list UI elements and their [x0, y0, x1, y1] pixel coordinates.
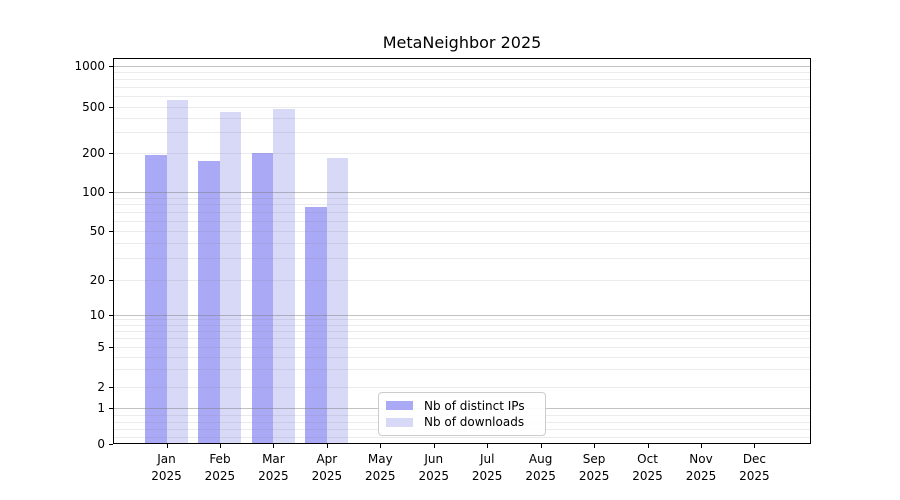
gridline-minor [114, 356, 810, 358]
bar-distinct-ips-apr [305, 207, 327, 444]
x-tick [701, 444, 702, 448]
gridline-minor [114, 117, 810, 119]
y-tick-label: 1 [97, 400, 105, 415]
y-tick [109, 66, 113, 67]
x-tick-label-may: May 2025 [365, 452, 396, 483]
gridline-minor [114, 204, 810, 206]
gridline-major [114, 66, 810, 67]
y-tick-label: 5 [97, 340, 105, 354]
x-tick-label-sep: Sep 2025 [578, 452, 610, 483]
x-tick [380, 444, 382, 448]
x-tick-label-apr: Apr 2025 [311, 452, 343, 483]
y-tick [109, 231, 113, 232]
legend-swatch-distinct-ips [386, 401, 413, 411]
gridline-minor [114, 347, 810, 348]
x-tick [754, 444, 756, 448]
x-tick [219, 444, 221, 448]
x-tick-label-nov: Nov 2025 [685, 452, 717, 483]
gridline-major [114, 314, 810, 316]
bar-downloads-apr [326, 158, 349, 444]
x-tick-label-dec: Dec 2025 [739, 452, 770, 483]
x-tick [594, 444, 596, 448]
gridline-minor [114, 324, 810, 326]
y-tick [109, 279, 113, 281]
gridline-minor [114, 86, 810, 88]
y-tick [109, 387, 113, 388]
y-tick-label: 20 [89, 272, 105, 287]
gridline-minor [114, 436, 810, 438]
gridline-minor [114, 72, 810, 74]
x-tick-label-jan: Jan 2025 [151, 452, 182, 483]
bar-distinct-ips-mar [251, 152, 274, 444]
y-tick [109, 314, 113, 316]
gridline-minor [114, 279, 810, 281]
chart-title: MetaNeighbor 2025 [382, 33, 542, 52]
y-tick-label: 0 [97, 437, 105, 451]
x-tick-label-aug: Aug 2025 [525, 452, 556, 483]
gridline-minor [114, 132, 810, 134]
x-tick [433, 444, 435, 448]
gridline-major [114, 191, 810, 193]
gridline-minor [114, 197, 810, 199]
x-tick-label-jun: Jun 2025 [418, 452, 450, 483]
gridline-minor [114, 387, 810, 388]
bar-downloads-feb [219, 112, 242, 444]
y-tick [109, 106, 113, 108]
legend-label-distinct-ips: Nb of distinct IPs [424, 398, 525, 413]
gridline-minor [114, 338, 810, 340]
x-tick-label-mar: Mar 2025 [258, 452, 289, 483]
gridline-minor [114, 211, 810, 213]
y-tick [109, 407, 113, 409]
bar-distinct-ips-feb [198, 160, 220, 444]
legend: Nb of distinct IPs Nb of downloads [378, 392, 546, 436]
legend-item-downloads: Nb of downloads [386, 415, 537, 429]
x-tick [326, 444, 328, 448]
x-tick [540, 444, 542, 448]
gridline-minor [114, 242, 810, 244]
legend-label-downloads: Nb of downloads [424, 415, 525, 430]
y-tick [109, 444, 113, 445]
gridline-minor [114, 319, 810, 321]
y-tick-label: 500 [82, 99, 105, 114]
gridline-minor [114, 220, 810, 222]
gridline-minor [114, 331, 810, 333]
y-tick [109, 191, 113, 193]
gridline-minor [114, 95, 810, 97]
x-tick [647, 444, 649, 448]
y-tick [109, 347, 113, 348]
gridline-minor [114, 79, 810, 81]
gridline-minor [114, 369, 810, 371]
x-tick [487, 444, 489, 448]
y-tick-label: 1000 [74, 59, 105, 73]
gridline-minor [114, 106, 810, 108]
bar-distinct-ips-jan [145, 155, 167, 444]
y-tick-label: 100 [82, 184, 105, 199]
x-tick-label-oct: Oct 2025 [632, 452, 663, 483]
y-tick-label: 200 [82, 145, 105, 160]
x-tick-label-jul: Jul 2025 [471, 452, 503, 483]
gridline-minor [114, 231, 810, 232]
x-tick [166, 444, 168, 448]
legend-swatch-downloads [386, 417, 413, 427]
gridline-minor [114, 258, 810, 260]
legend-item-distinct-ips: Nb of distinct IPs [386, 399, 537, 413]
gridline-minor [114, 152, 810, 154]
y-tick [109, 152, 113, 154]
bar-downloads-jan [166, 100, 188, 444]
x-tick-label-feb: Feb 2025 [204, 452, 236, 483]
y-tick-label: 10 [89, 307, 105, 322]
y-tick-label: 2 [97, 380, 105, 394]
bar-downloads-mar [273, 109, 295, 444]
x-tick [273, 444, 275, 448]
y-tick-label: 50 [89, 224, 105, 238]
